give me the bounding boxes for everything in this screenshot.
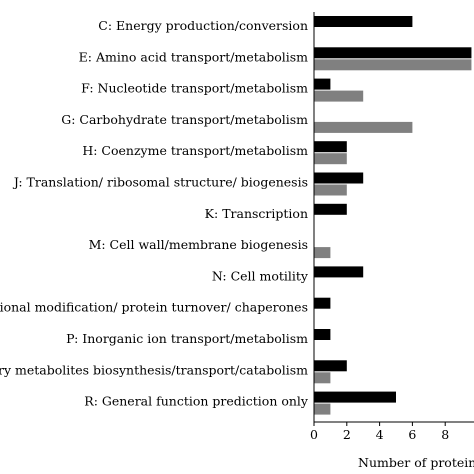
category-labels: C: Energy production/conversion E: Amino … xyxy=(0,18,309,409)
x-axis-title: Number of proteins xyxy=(358,455,474,470)
bar-series-1 xyxy=(314,360,347,372)
bar-series-1 xyxy=(314,203,347,215)
x-tick-label: 6 xyxy=(408,427,416,442)
bar-series-2 xyxy=(314,403,331,415)
bar-series-2 xyxy=(314,372,331,384)
category-label: M: Cell wall/membrane biogenesis xyxy=(89,237,308,252)
category-label: R: General function prediction only xyxy=(84,394,309,409)
x-tick-label: 2 xyxy=(343,427,351,442)
category-label: J: Translation/ ribosomal structure/ bio… xyxy=(12,175,308,190)
bar-series-2 xyxy=(314,247,331,259)
bar-series-2 xyxy=(314,121,413,133)
bar-series-2 xyxy=(314,153,347,165)
bar-series-2 xyxy=(314,90,364,102)
bar-series-1 xyxy=(314,78,331,90)
bar-series-1 xyxy=(314,266,364,278)
bar-series-2 xyxy=(314,59,472,71)
bar-series-1 xyxy=(314,47,472,59)
category-label: P: Inorganic ion transport/metabolism xyxy=(66,331,308,346)
category-label: Q: Secondary metabolites biosynthesis/tr… xyxy=(0,362,308,377)
bar-series-1 xyxy=(314,16,413,27)
category-label: K: Transcription xyxy=(205,206,308,221)
bar-series-1 xyxy=(314,391,396,403)
x-tick-label: 4 xyxy=(376,427,384,442)
category-label: F: Nucleotide transport/metabolism xyxy=(81,81,308,96)
bar-series-1 xyxy=(314,297,331,309)
bar-series-1 xyxy=(314,141,347,153)
bar-series-1 xyxy=(314,329,331,340)
category-label: C: Energy production/conversion xyxy=(98,18,308,33)
x-tick-label: 0 xyxy=(310,427,318,442)
category-label: H: Coenzyme transport/metabolism xyxy=(82,143,308,158)
category-label: E: Amino acid transport/metabolism xyxy=(79,49,308,64)
category-label: G: Carbohydrate transport/metabolism xyxy=(61,112,308,127)
bar-series-1 xyxy=(314,172,364,184)
x-axis: 0 2 4 6 8 xyxy=(310,12,474,442)
category-label: O: Posttranslational modification/ prote… xyxy=(0,300,308,315)
bars xyxy=(314,16,472,415)
category-label: N: Cell motility xyxy=(212,268,309,283)
bar-series-2 xyxy=(314,184,347,196)
x-tick-label: 8 xyxy=(441,427,449,442)
